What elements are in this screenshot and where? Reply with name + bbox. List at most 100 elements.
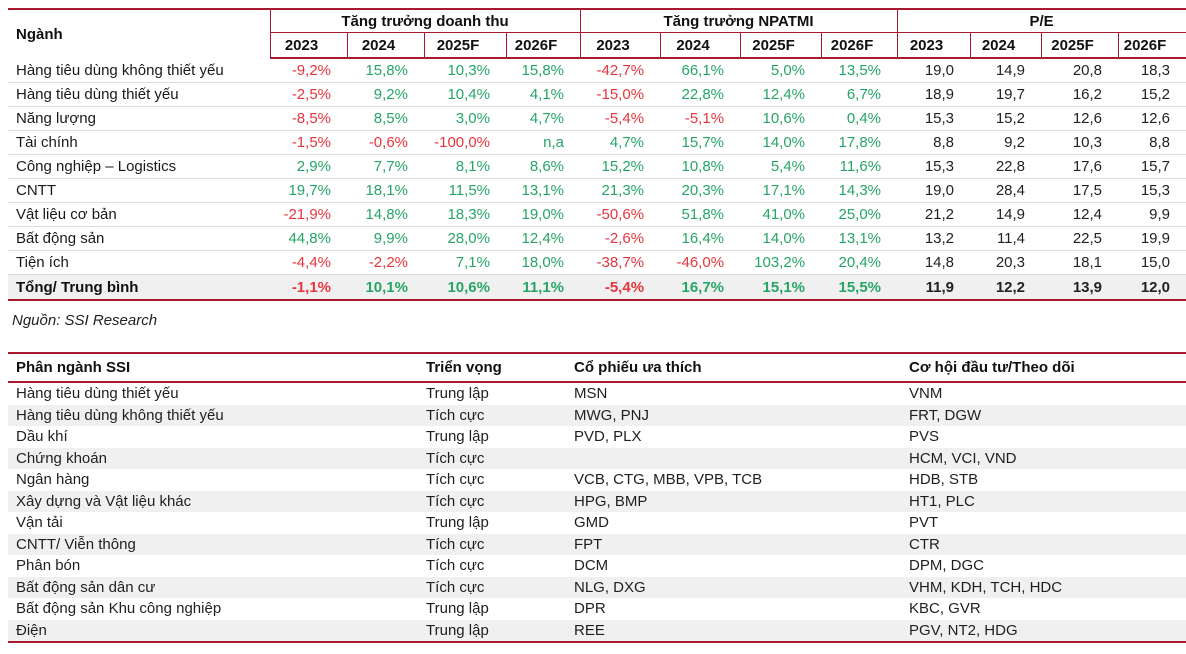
table-row: Bất động sản 44,8% 9,9% 28,0% 12,4% -2,6% 16,4… [8, 226, 1186, 251]
pe-cell: 9,9 [1118, 202, 1186, 227]
revenue-growth-cell: -4,4% [270, 250, 347, 275]
npatmi-growth-cell: 12,4% [740, 82, 822, 107]
npatmi-growth-cell: -15,0% [580, 82, 661, 107]
stock-table: Phân ngành SSI Triển vọng Cổ phiếu ưa th… [8, 352, 1186, 643]
preferred-stocks-cell: MWG, PNJ [566, 404, 901, 426]
year-header: 2026F [1117, 32, 1186, 59]
npatmi-growth-cell: -46,0% [660, 250, 741, 275]
npatmi-growth-cell: 17,1% [740, 178, 822, 203]
year-header: 2024 [969, 32, 1042, 59]
outlook-cell: Tích cực [418, 576, 566, 598]
npatmi-growth-cell: 20,4% [821, 250, 898, 275]
revenue-growth-cell: -1,5% [270, 130, 347, 155]
col-header-outlook: Triển vọng [418, 352, 566, 383]
revenue-growth-cell: 3,0% [424, 106, 506, 131]
npatmi-growth-cell: -38,7% [580, 250, 661, 275]
subsector-cell: Hàng tiêu dùng thiết yếu [16, 385, 179, 403]
outlook-cell: Tích cực [418, 533, 566, 555]
revenue-growth-cell: 10,4% [424, 82, 506, 107]
subsector-cell: Phân bón [16, 557, 81, 575]
npatmi-growth-cell: -42,7% [580, 58, 661, 83]
npatmi-growth-cell: 4,7% [580, 130, 661, 155]
revenue-growth-cell: 10,1% [347, 274, 424, 301]
revenue-growth-cell: -8,5% [270, 106, 347, 131]
table-row: CNTT 19,7% 18,1% 11,5% 13,1% 21,3% 20,3% 17,1% 1… [8, 178, 1186, 203]
npatmi-growth-cell: 17,8% [821, 130, 898, 155]
revenue-growth-cell: 4,1% [506, 82, 581, 107]
sector-name-cell: Công nghiệp – Logistics [8, 154, 270, 179]
pe-cell: 15,2 [970, 106, 1042, 131]
pe-cell: 8,8 [1118, 130, 1186, 155]
sector-name-cell: Tổng/ Trung bình [8, 274, 270, 301]
revenue-growth-cell: 11,5% [424, 178, 506, 203]
col-header-sector: Ngành [8, 8, 271, 58]
revenue-growth-cell: 28,0% [424, 226, 506, 251]
table-row: Năng lượng -8,5% 8,5% 3,0% 4,7% -5,4% -5,1% 10,… [8, 106, 1186, 131]
outlook-cell: Trung lập [426, 514, 489, 532]
pe-cell: 20,8 [1041, 58, 1119, 83]
npatmi-growth-cell: 13,5% [821, 58, 898, 83]
pe-cell: 21,2 [897, 202, 971, 227]
table-row: Bất động sản Khu công nghiệp Trung lập DPR… [8, 598, 1186, 620]
sector-growth-pe-table: Ngành Tăng trưởng doanh thu Tăng trưởng … [8, 8, 1186, 301]
table-row: Phân bón Tích cực DCM DPM, DGC [8, 555, 1186, 577]
watchlist-cell: FRT, DGW [901, 404, 1186, 426]
revenue-growth-cell: 7,1% [424, 250, 506, 275]
table-row: Hàng tiêu dùng thiết yếu -2,5% 9,2% 10,4% 4,… [8, 82, 1186, 107]
pe-cell: 12,4 [1041, 202, 1119, 227]
npatmi-growth-cell: -5,1% [660, 106, 741, 131]
npatmi-growth-cell: 13,1% [821, 226, 898, 251]
revenue-growth-cell: 9,9% [347, 226, 424, 251]
npatmi-growth-cell: 22,8% [660, 82, 741, 107]
watchlist-cell: PGV, NT2, HDG [901, 619, 1186, 643]
table-row: Chứng khoán Tích cực HCM, VCI, VND [8, 447, 1186, 469]
pe-cell: 15,2 [1118, 82, 1186, 107]
pe-cell: 8,8 [897, 130, 971, 155]
npatmi-growth-cell: 51,8% [660, 202, 741, 227]
revenue-growth-cell: 19,7% [270, 178, 347, 203]
outlook-cell: Tích cực [418, 404, 566, 426]
year-header: 2026F [505, 32, 581, 59]
sector-name-cell: Vật liệu cơ bản [8, 202, 270, 227]
npatmi-growth-cell: 41,0% [740, 202, 822, 227]
npatmi-growth-cell: 14,0% [740, 130, 822, 155]
preferred-stocks-cell: FPT [566, 533, 901, 555]
revenue-growth-cell: 10,3% [424, 58, 506, 83]
year-header: 2023 [579, 32, 661, 59]
npatmi-growth-cell: -2,6% [580, 226, 661, 251]
subsector-cell: Chứng khoán [8, 447, 418, 469]
pe-cell: 12,6 [1041, 106, 1119, 131]
npatmi-growth-cell: 15,5% [821, 274, 898, 301]
sector-name-cell: Tài chính [8, 130, 270, 155]
subsector-cell: CNTT/ Viễn thông [8, 533, 418, 555]
pe-cell: 9,2 [970, 130, 1042, 155]
npatmi-growth-cell: 6,7% [821, 82, 898, 107]
pe-cell: 19,0 [897, 178, 971, 203]
revenue-growth-cell: 4,7% [506, 106, 581, 131]
preferred-stocks-cell: MSN [574, 385, 608, 403]
sector-table: Ngành Tăng trưởng doanh thu Tăng trưởng … [8, 8, 1186, 301]
revenue-growth-cell: 9,2% [347, 82, 424, 107]
watchlist-cell: PVT [909, 514, 939, 532]
npatmi-growth-cell: 14,3% [821, 178, 898, 203]
table-row: Tài chính -1,5% -0,6% -100,0% n,a 4,7% 15,7% 14… [8, 130, 1186, 155]
table-row: Hàng tiêu dùng thiết yếu Trung lập MSN VNM [8, 382, 1186, 405]
revenue-growth-cell: 14,8% [347, 202, 424, 227]
revenue-growth-cell: 8,1% [424, 154, 506, 179]
outlook-cell: Tích cực [418, 490, 566, 512]
group-header-revenue-growth: Tăng trưởng doanh thu [269, 8, 581, 33]
pe-cell: 14,8 [897, 250, 971, 275]
sector-name-cell: Năng lượng [8, 106, 270, 131]
npatmi-growth-cell: 66,1% [660, 58, 741, 83]
npatmi-growth-cell: -50,6% [580, 202, 661, 227]
revenue-growth-cell: 18,3% [424, 202, 506, 227]
table-row: Bất động sản dân cư Tích cực NLG, DXG VHM, … [8, 576, 1186, 598]
watchlist-cell: HCM, VCI, VND [901, 447, 1186, 469]
pe-cell: 18,3 [1118, 58, 1186, 83]
preferred-stocks-cell: HPG, BMP [566, 490, 901, 512]
pe-cell: 18,1 [1041, 250, 1119, 275]
pe-cell: 12,6 [1118, 106, 1186, 131]
watchlist-cell: HT1, PLC [901, 490, 1186, 512]
npatmi-growth-cell: 20,3% [660, 178, 741, 203]
npatmi-growth-cell: 11,6% [821, 154, 898, 179]
